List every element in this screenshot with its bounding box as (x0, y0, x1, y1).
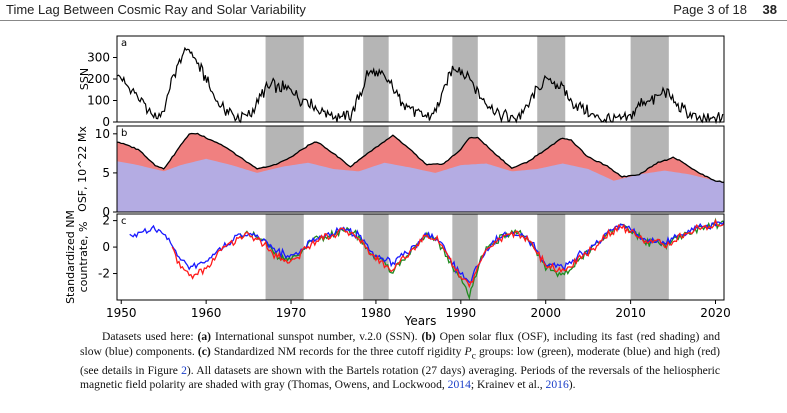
y-tick-label-a-100: 100 (87, 94, 110, 108)
header-divider (0, 20, 787, 21)
y-axis-label-c-line2: countrate, % (77, 222, 90, 293)
caption-variable: P (464, 344, 472, 358)
x-tick-label-1960: 1960 (191, 306, 222, 320)
reversal-band-a-0 (265, 36, 304, 122)
caption-b-label: (b) (421, 330, 436, 343)
x-tick-label-1970: 1970 (276, 306, 307, 320)
figure-link[interactable]: 2 (181, 363, 187, 377)
nm-high-line (171, 218, 725, 289)
y-tick-label-b-0: 0 (102, 205, 110, 219)
panel-label-b: b (121, 128, 127, 139)
reversal-band-a-3 (537, 36, 566, 122)
panel-frame-b (116, 125, 725, 213)
page-indicator: Page 3 of 18 (673, 2, 747, 17)
reversal-band-c-4 (630, 214, 669, 300)
reversal-band-c-1 (363, 214, 389, 300)
running-title: Time Lag Between Cosmic Ray and Solar Va… (6, 2, 306, 17)
y-tick-label-a-300: 300 (87, 51, 110, 65)
panel-label-c: c (121, 216, 127, 227)
y-tick-label-a-0: 0 (102, 115, 110, 129)
caption-c-text-1: Standardized NM records for the three cu… (210, 344, 465, 358)
y-tick-label-b-5: 5 (102, 166, 110, 180)
caption-end: ). (568, 378, 576, 392)
x-tick-label-1990: 1990 (446, 306, 477, 320)
figure-caption: Datasets used here: (a) International su… (80, 330, 720, 393)
y-tick-label-c-0: 0 (102, 240, 110, 254)
y-tick-label-c--2: -2 (98, 267, 110, 281)
y-tick-label-a-200: 200 (87, 72, 110, 86)
caption-intro: Datasets used here: (102, 330, 198, 343)
y-axis-label-c-line1: Standardized NM (64, 210, 77, 304)
page-header: Time Lag Between Cosmic Ray and Solar Va… (0, 0, 787, 22)
ssn-line (116, 46, 724, 125)
x-tick-label-2010: 2010 (615, 306, 646, 320)
reversal-band-a-1 (363, 36, 389, 122)
x-tick-label-2000: 2000 (530, 306, 561, 320)
x-tick-label-1950: 1950 (106, 306, 137, 320)
caption-c-text-3: ). All datasets are shown with the Barte… (80, 363, 720, 392)
slow-osf-area (117, 158, 724, 212)
total-osf-line (116, 132, 725, 183)
y-axis-label-a: SSN (78, 68, 91, 90)
y-tick-label-b-10: 10 (95, 127, 110, 141)
x-axis-label: Years (404, 314, 437, 326)
y-tick-label-c-2: 2 (102, 214, 110, 228)
caption-sep: ; Krainev et al., (470, 378, 546, 392)
citation-link-krainev[interactable]: 2016 (545, 378, 569, 392)
panel-frame-c (116, 213, 725, 301)
reversal-band-a-4 (630, 36, 669, 122)
y-axis-label-b: OSF, 10^22 Mx (76, 126, 89, 212)
x-tick-label-1980: 1980 (361, 306, 392, 320)
caption-b-text: Open solar flux (OSF), including its fas… (80, 330, 720, 358)
nm-moderate-line (129, 221, 725, 284)
page-number: 38 (762, 2, 777, 17)
caption-c-label: (c) (197, 344, 211, 358)
citation-link-thomas[interactable]: 2014 (447, 378, 471, 392)
panel-label-a: a (121, 38, 127, 49)
caption-c-text-2: groups: low (green), moderate (blue) and… (80, 344, 720, 377)
caption-variable-sub: c (471, 349, 476, 361)
x-tick-label-2020: 2020 (700, 306, 731, 320)
caption-a-label: (a) (197, 330, 212, 343)
caption-a-text: International sunspot number, v.2.0 (SSN… (211, 330, 422, 343)
